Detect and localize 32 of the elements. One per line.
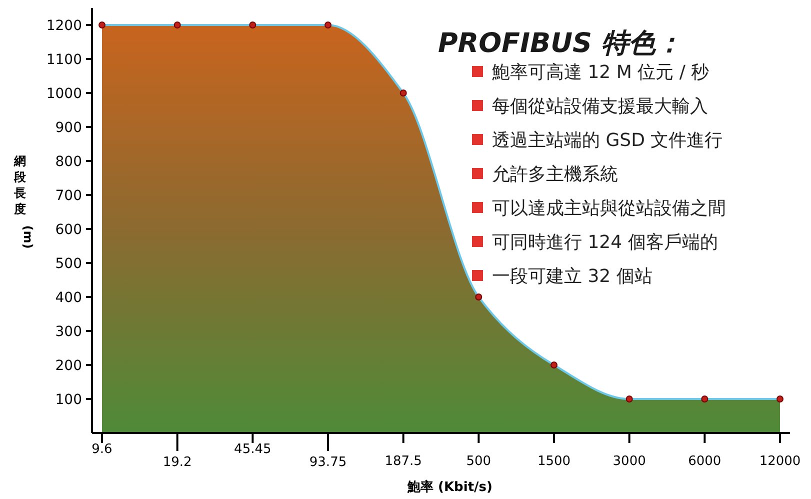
x-tick-label: 6000 xyxy=(688,454,722,469)
annotation: 可以達成主站與從站設備之間 xyxy=(492,198,726,219)
y-axis-title: 網段長度 (m) xyxy=(13,154,35,249)
y-tick-label: 900 xyxy=(55,120,82,136)
x-tick-label: 9.6 xyxy=(92,442,112,457)
y-tick-label: 1100 xyxy=(46,52,82,68)
y-tick-label: 600 xyxy=(55,222,82,238)
y-tick-label: 400 xyxy=(55,290,82,306)
annotation: 可同時進行 124 個客戶端的 xyxy=(492,232,718,253)
x-tick-label: 3000 xyxy=(612,454,646,469)
y-tick-label: 100 xyxy=(55,392,82,408)
text: PROFIBUS 特色： xyxy=(438,28,682,59)
y-tick-label: 300 xyxy=(55,324,82,340)
y-tick-label: 800 xyxy=(55,154,82,170)
y-tick-label: 1200 xyxy=(46,18,82,34)
y-tick-label: 200 xyxy=(55,358,82,374)
y-tick-label: 1000 xyxy=(46,86,82,102)
x-tick-label: 1500 xyxy=(537,454,571,469)
annotation: 每個從站設備支援最大輸入 xyxy=(492,96,708,117)
annotation: 一段可建立 32 個站 xyxy=(492,266,652,287)
x-tick-label: 12000 xyxy=(759,454,801,469)
annotation: 透過主站端的 GSD 文件進行 xyxy=(492,130,723,151)
annotation: 鮑率可高達 12 M 位元 / 秒 xyxy=(492,62,710,83)
x-tick-label: 187.5 xyxy=(384,454,422,469)
x-tick-label: 19.2 xyxy=(162,455,192,470)
x-axis-title: 鮑率 (Kbit/s) xyxy=(406,479,492,495)
x-tick-label: 45.45 xyxy=(234,442,272,457)
x-tick-label: 93.75 xyxy=(309,455,347,470)
y-tick-label: 700 xyxy=(55,188,82,204)
y-tick-label: 500 xyxy=(55,256,82,272)
x-tick-label: 500 xyxy=(466,454,492,469)
annotation: 允許多主機系統 xyxy=(492,164,618,185)
